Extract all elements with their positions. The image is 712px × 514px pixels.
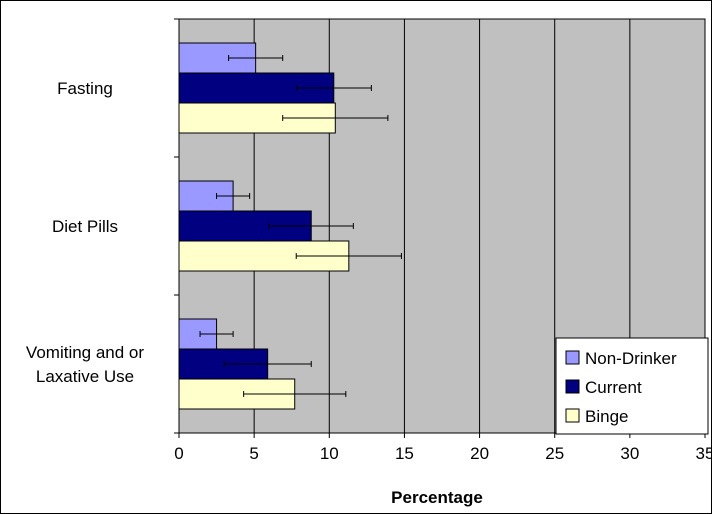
error-bars — [199, 55, 402, 397]
x-tick-label: 5 — [249, 444, 258, 463]
legend-swatch — [565, 408, 580, 423]
legend-label: Current — [585, 378, 642, 397]
x-tick-label: 10 — [320, 444, 339, 463]
legend-swatch — [565, 379, 580, 394]
legend-swatch — [565, 350, 580, 365]
x-tick-label: 15 — [395, 444, 414, 463]
legend-box — [555, 337, 709, 435]
x-tick-label: 25 — [545, 444, 564, 463]
x-tick-label: 0 — [174, 444, 183, 463]
legend: Non-Drinker Current Binge — [555, 337, 709, 435]
x-tick-label: 20 — [470, 444, 489, 463]
axes: 0 5 10 15 20 25 30 35 Fasting Diet Pills Vomiting … — [26, 18, 711, 463]
x-tick-label: 35 — [696, 444, 711, 463]
x-axis-title: Percentage — [391, 488, 483, 507]
x-tick-label: 30 — [620, 444, 639, 463]
legend-label: Binge — [585, 407, 628, 426]
category-label: Fasting — [57, 79, 113, 98]
legend-label: Non-Drinker — [585, 349, 677, 368]
category-label: Diet Pills — [52, 217, 118, 236]
category-label: Vomiting and or Laxative Use — [26, 343, 144, 386]
